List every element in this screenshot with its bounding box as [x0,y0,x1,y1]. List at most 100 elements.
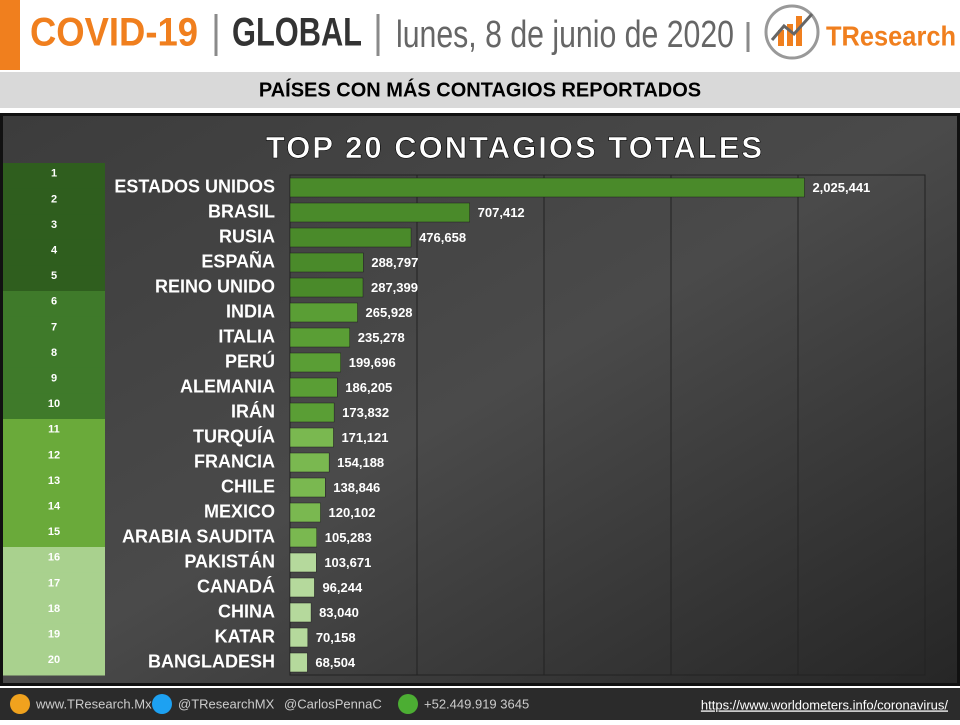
brand: TResearch [826,20,956,51]
header-date: lunes, 8 de junio de 2020 [396,14,734,56]
bar [289,502,321,523]
footer-twitter2: @CarlosPennaC [284,696,382,711]
value-label: 235,278 [358,330,405,345]
rank-cell [3,163,105,190]
header-region: GLOBAL [232,11,362,55]
bar [289,402,335,423]
category-label: INDIA [226,301,275,321]
value-label: 103,671 [324,555,371,570]
bar [289,277,364,298]
rank-cell [3,419,105,446]
value-label: 138,846 [333,480,380,495]
rank-label: 10 [48,398,60,410]
footer-twitter: @TResearchMX [178,696,275,711]
value-label: 288,797 [371,255,418,270]
rank-label: 20 [48,654,60,666]
bar [289,652,308,673]
rank-cell [3,495,105,522]
category-label: BRASIL [208,201,275,221]
value-label: 287,399 [371,280,418,295]
rank-cell [3,547,105,574]
rank-label: 14 [48,501,61,513]
rank-label: 7 [51,321,57,333]
rank-cell [3,214,105,241]
category-label: CHILE [221,476,275,496]
value-label: 199,696 [349,355,396,370]
category-label: PERÚ [225,350,275,371]
footer-web: www.TResearch.Mx [35,696,152,711]
web-icon [10,694,30,714]
rank-cell [3,239,105,266]
twitter-icon [152,694,172,714]
category-label: RUSIA [219,226,275,246]
rank-label: 19 [48,629,60,641]
rank-cell [3,470,105,497]
value-label: 105,283 [325,530,372,545]
rank-label: 13 [48,475,60,487]
category-label: BANGLADESH [148,651,275,671]
rank-cell [3,188,105,215]
rank-cell [3,598,105,625]
rank-label: 15 [48,526,60,538]
bar [289,577,315,598]
subtitle-bar [0,72,960,108]
logo [764,4,820,60]
bar [289,477,326,498]
bar [289,227,412,248]
rank-cell [3,521,105,548]
header-title: COVID-19 [30,11,198,55]
rank-label: 4 [51,245,58,257]
rank-cell [3,444,105,471]
bar [289,177,805,198]
category-label: CHINA [218,601,275,621]
bar [289,452,330,473]
category-label: ARABIA SAUDITA [122,526,275,546]
category-label: ESPAÑA [201,250,275,271]
value-label: 68,504 [315,655,356,670]
category-label: CANADÁ [197,575,275,596]
rank-label: 1 [51,168,57,180]
footer-source[interactable]: https://www.worldometers.info/coronaviru… [701,697,948,712]
category-label: MEXICO [204,501,275,521]
bar [289,252,364,273]
rank-label: 16 [48,552,60,564]
category-label: KATAR [215,626,275,646]
rank-label: 6 [51,296,57,308]
bar [289,427,334,448]
value-label: 265,928 [366,305,413,320]
rank-label: 5 [51,270,57,282]
value-label: 2,025,441 [812,180,870,195]
value-label: 96,244 [322,580,363,595]
rank-cell [3,649,105,676]
rank-label: 3 [51,219,57,231]
rank-cell [3,291,105,318]
subtitle: PAÍSES CON MÁS CONTAGIOS REPORTADOS [259,78,701,101]
rank-label: 9 [51,373,57,385]
bar [289,352,341,373]
phone-icon [398,694,418,714]
category-label: ESTADOS UNIDOS [114,176,275,196]
rank-cell [3,316,105,343]
value-label: 173,832 [342,405,389,420]
bar [289,377,338,398]
category-label: IRÁN [231,400,275,421]
bar [289,602,312,623]
bar [289,627,309,648]
category-label: ALEMANIA [180,376,275,396]
rank-label: 2 [51,193,57,205]
value-label: 186,205 [345,380,392,395]
chart-panel [3,116,957,683]
value-label: 70,158 [316,630,356,645]
category-label: REINO UNIDO [155,276,275,296]
category-label: FRANCIA [194,451,275,471]
chart-title: TOP 20 CONTAGIOS TOTALES [266,130,764,165]
category-label: ITALIA [218,326,275,346]
bar [289,302,358,323]
rank-label: 12 [48,449,60,461]
rank-cell [3,623,105,650]
value-label: 476,658 [419,230,466,245]
footer-phone: +52.449.919 3645 [424,696,529,711]
rank-cell [3,572,105,599]
